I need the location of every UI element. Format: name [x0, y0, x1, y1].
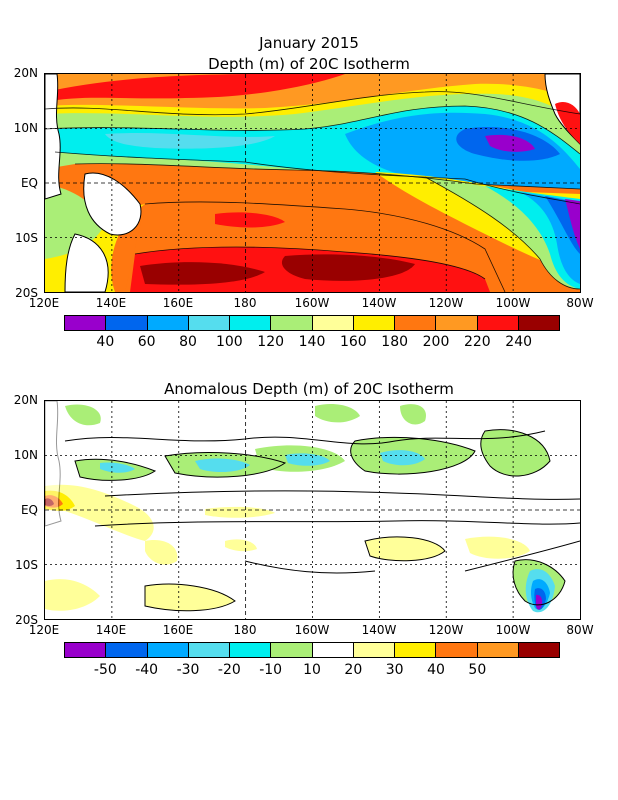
colorbar-tick-label: 10 — [303, 662, 321, 678]
colorbar-tick-label: 40 — [427, 662, 445, 678]
bottom-lon-label-120e: 120E — [28, 623, 60, 637]
colorbar-swatch — [65, 316, 107, 330]
colorbar-tick-label: -50 — [93, 662, 117, 678]
colorbar-tick-label: -40 — [135, 662, 159, 678]
colorbar-tick-label: 220 — [463, 334, 491, 350]
colorbar-tick-label: -20 — [217, 662, 241, 678]
bottom-lon-label-140w: 140W — [361, 623, 397, 637]
colorbar-swatch — [353, 316, 395, 330]
bottom-map-panel — [44, 400, 581, 620]
top-colorbar — [64, 315, 560, 331]
top-lat-label-20s: 20S — [15, 286, 38, 300]
bottom-lon-label-100w: 100W — [495, 623, 531, 637]
colorbar-tick-label: 40 — [96, 334, 115, 350]
top-lon-label-120w: 120W — [428, 296, 464, 310]
colorbar-swatch — [271, 643, 313, 657]
bottom-lon-label-180: 180 — [233, 623, 257, 637]
colorbar-swatch — [106, 316, 148, 330]
bottom-lon-label-160w: 160W — [294, 623, 330, 637]
colorbar-tick-label: 240 — [505, 334, 533, 350]
colorbar-swatch — [230, 316, 272, 330]
colorbar-swatch — [477, 643, 519, 657]
top-lon-label-140w: 140W — [361, 296, 397, 310]
top-chart-title: Depth (m) of 20C Isotherm — [208, 55, 410, 73]
colorbar-swatch — [271, 316, 313, 330]
colorbar-swatch — [436, 316, 478, 330]
chart-date-title: January 2015 — [259, 34, 359, 52]
colorbar-swatch — [65, 643, 107, 657]
top-lat-label-20n: 20N — [13, 66, 38, 80]
bottom-lon-label-120w: 120W — [428, 623, 464, 637]
bottom-lat-label-10n: 10N — [13, 448, 38, 462]
colorbar-swatch — [312, 643, 354, 657]
top-map-panel — [44, 73, 581, 293]
top-lat-label-eq: EQ — [20, 176, 38, 190]
colorbar-tick-label: 140 — [298, 334, 326, 350]
top-lon-label-100w: 100W — [495, 296, 531, 310]
bottom-lon-label-140e: 140E — [95, 623, 127, 637]
colorbar-tick-label: 60 — [137, 334, 156, 350]
bottom-map-plot — [45, 401, 580, 619]
top-lon-label-160w: 160W — [294, 296, 330, 310]
colorbar-swatch — [106, 643, 148, 657]
top-map-plot — [45, 74, 580, 292]
colorbar-tick-label: -30 — [176, 662, 200, 678]
colorbar-swatch — [477, 316, 519, 330]
colorbar-tick-label: 120 — [257, 334, 285, 350]
colorbar-swatch — [188, 643, 230, 657]
colorbar-tick-label: 30 — [385, 662, 404, 678]
colorbar-tick-label: 160 — [339, 334, 367, 350]
bottom-lat-label-10s: 10S — [15, 558, 38, 572]
colorbar-tick-label: 200 — [422, 334, 450, 350]
colorbar-swatch — [230, 643, 272, 657]
colorbar-tick-label: 80 — [179, 334, 197, 350]
colorbar-swatch — [436, 643, 478, 657]
colorbar-tick-label: -10 — [259, 662, 283, 678]
colorbar-tick-label: 20 — [344, 662, 363, 678]
top-lon-label-180: 180 — [233, 296, 257, 310]
bottom-lon-label-160e: 160E — [162, 623, 194, 637]
bottom-lat-label-20s: 20S — [15, 613, 38, 627]
top-lon-label-160e: 160E — [162, 296, 194, 310]
top-lat-label-10s: 10S — [15, 231, 38, 245]
colorbar-swatch — [188, 316, 230, 330]
colorbar-swatch — [518, 316, 559, 330]
top-lon-label-80w: 80W — [566, 296, 594, 310]
colorbar-swatch — [395, 316, 437, 330]
colorbar-swatch — [518, 643, 559, 657]
bottom-lat-label-20n: 20N — [13, 393, 38, 407]
colorbar-swatch — [147, 643, 189, 657]
top-lon-label-120e: 120E — [28, 296, 60, 310]
colorbar-tick-label: 50 — [468, 662, 487, 678]
bottom-lat-label-eq: EQ — [20, 503, 38, 517]
colorbar-swatch — [353, 643, 395, 657]
top-lon-label-140e: 140E — [95, 296, 127, 310]
colorbar-swatch — [147, 316, 189, 330]
colorbar-tick-label: 180 — [381, 334, 409, 350]
colorbar-swatch — [312, 316, 354, 330]
top-lat-label-10n: 10N — [13, 121, 38, 135]
bottom-lon-label-80w: 80W — [566, 623, 594, 637]
bottom-colorbar — [64, 642, 560, 658]
colorbar-swatch — [395, 643, 437, 657]
bottom-chart-title: Anomalous Depth (m) of 20C Isotherm — [164, 380, 454, 398]
colorbar-tick-label: 100 — [215, 334, 243, 350]
